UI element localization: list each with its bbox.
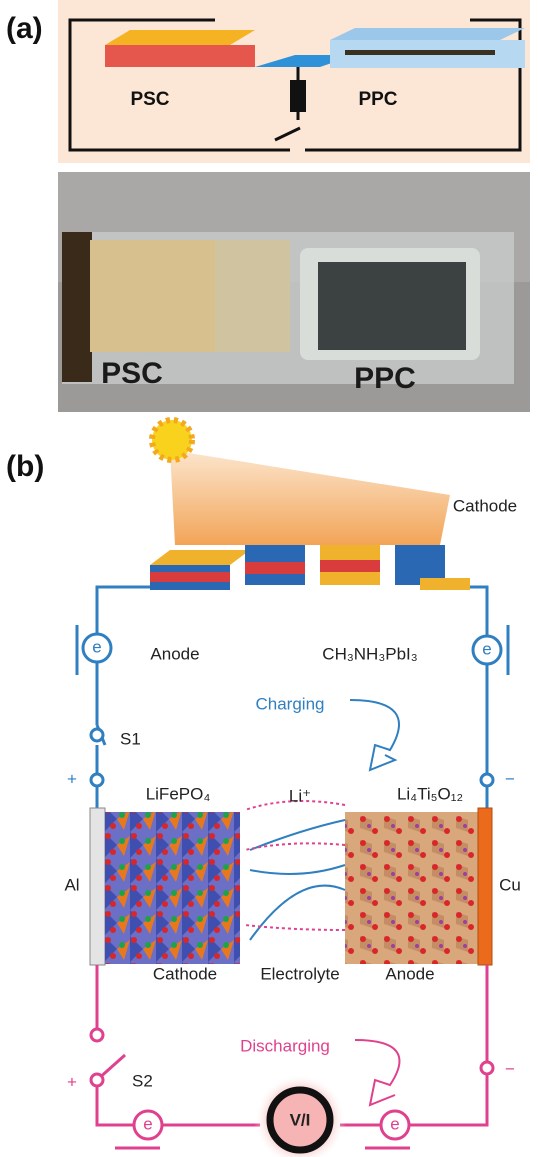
schematic-left-label: PSC — [130, 89, 169, 110]
photo-shape — [318, 262, 466, 350]
solar-cells — [150, 545, 470, 590]
schematic: PSC PPC — [58, 0, 530, 163]
label: − — [505, 769, 515, 788]
electron-label: e — [92, 637, 101, 656]
electrodes-shape — [478, 808, 492, 965]
solar-cells-shape — [150, 550, 250, 565]
schematic-shape — [345, 50, 495, 55]
photo-right-label: PPC — [354, 362, 416, 395]
sun-beam-shape — [152, 420, 192, 460]
electrodes — [90, 808, 492, 965]
discharging-circuit-shape — [91, 1074, 103, 1086]
photo-shape — [215, 240, 290, 352]
sun-beam — [152, 420, 450, 545]
photo-left-label: PSC — [101, 357, 163, 390]
schematic-shape — [105, 30, 255, 45]
ion-arrows-shape — [245, 843, 345, 850]
label: Electrolyte — [260, 964, 339, 983]
label: Li⁺ — [289, 786, 311, 805]
label: Cathode — [453, 496, 517, 515]
solar-cells-shape — [245, 562, 305, 574]
solar-cells-shape — [420, 578, 470, 590]
schematic-right-label: PPC — [358, 89, 397, 110]
panel-label: (a) — [6, 12, 43, 45]
body: {"panel_a": {"label": "(a)", "schematic"… — [0, 0, 538, 1157]
figure: PSC PPC (a) PSC PPC (b) — [0, 0, 538, 1157]
solar-cells-shape — [320, 560, 380, 572]
label: S2 — [132, 1071, 153, 1090]
discharging-circuit-shape — [481, 1062, 493, 1074]
label: Li₄Ti₅O₁₂ — [397, 784, 463, 803]
label: Anode — [150, 644, 199, 663]
sun-beam-shape — [170, 450, 450, 545]
label: S1 — [120, 729, 141, 748]
label: Anode — [385, 964, 434, 983]
discharging-circuit-shape — [91, 1029, 103, 1041]
charging-circuit-shape — [91, 774, 103, 786]
electron-label: e — [390, 1114, 399, 1133]
discharging-circuit-shape — [355, 1040, 399, 1105]
charging-circuit-shape — [91, 729, 103, 741]
charging-circuit-shape — [481, 774, 493, 786]
ion-arrows-shape — [250, 865, 345, 874]
label: Cathode — [153, 964, 217, 983]
schematic-shape — [330, 28, 525, 40]
schematic-shape — [105, 45, 255, 67]
page: PSC-PPC figure html, body { margin: 0; p… — [0, 0, 538, 1157]
label: − — [505, 1059, 515, 1078]
label: Discharging — [240, 1036, 330, 1055]
ion-arrows — [245, 801, 345, 940]
label: Al — [64, 875, 79, 894]
label: Cu — [499, 875, 521, 894]
electrodes-shape — [345, 812, 478, 964]
discharging-circuit-shape — [97, 1080, 260, 1125]
charging-circuit-shape — [470, 587, 487, 775]
photo: PSC PPC — [58, 172, 530, 412]
photo-shape — [62, 232, 92, 382]
electrodes-shape — [90, 808, 105, 965]
panel-label: (b) — [6, 450, 44, 483]
charging-circuit-shape — [350, 700, 399, 770]
label: + — [67, 1072, 77, 1091]
meter-label: V/I — [290, 1110, 311, 1129]
electron-label: e — [143, 1114, 152, 1133]
label: + — [67, 769, 77, 788]
electrodes-shape — [105, 812, 240, 964]
ion-arrows-shape — [245, 925, 345, 930]
ion-arrows-shape — [250, 886, 345, 940]
solar-cells-shape — [150, 572, 230, 582]
label: CH₃NH₃PbI₃ — [322, 644, 417, 663]
label: LiFePO₄ — [146, 784, 211, 803]
discharging-circuit-shape — [340, 1070, 487, 1125]
electron-label: e — [482, 639, 491, 658]
schematic-shape — [290, 80, 306, 112]
label: Charging — [256, 694, 325, 713]
